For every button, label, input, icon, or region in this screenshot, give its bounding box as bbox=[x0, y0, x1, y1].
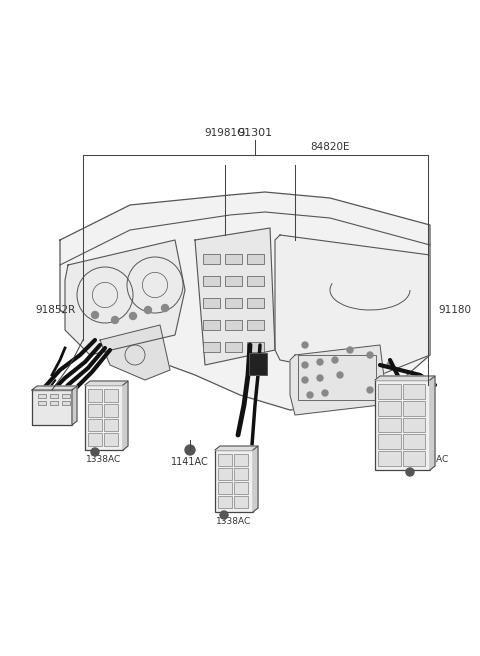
Circle shape bbox=[322, 390, 328, 396]
Circle shape bbox=[317, 375, 323, 381]
Bar bbox=[104, 389, 118, 401]
Bar bbox=[403, 401, 425, 416]
Bar bbox=[378, 434, 400, 449]
Circle shape bbox=[332, 357, 338, 363]
Polygon shape bbox=[290, 345, 385, 415]
Text: 1338AC: 1338AC bbox=[414, 455, 450, 464]
Bar bbox=[378, 384, 400, 399]
Circle shape bbox=[387, 382, 393, 388]
Polygon shape bbox=[195, 228, 275, 365]
Circle shape bbox=[185, 445, 195, 455]
Text: 84820E: 84820E bbox=[310, 142, 349, 152]
Bar bbox=[215, 450, 253, 512]
Bar bbox=[225, 320, 242, 330]
Circle shape bbox=[111, 316, 119, 323]
Bar bbox=[234, 482, 248, 494]
Bar bbox=[104, 403, 118, 417]
Polygon shape bbox=[32, 386, 77, 390]
Bar bbox=[247, 342, 264, 352]
Bar bbox=[50, 401, 58, 405]
Polygon shape bbox=[72, 386, 77, 425]
Bar bbox=[104, 419, 118, 431]
Circle shape bbox=[406, 468, 414, 476]
Text: 91301: 91301 bbox=[238, 128, 273, 138]
Bar bbox=[234, 468, 248, 480]
Bar bbox=[234, 454, 248, 466]
Circle shape bbox=[130, 312, 136, 319]
Bar bbox=[375, 380, 430, 470]
Bar bbox=[247, 298, 264, 308]
Bar bbox=[203, 276, 220, 286]
Circle shape bbox=[161, 304, 168, 312]
Bar bbox=[403, 384, 425, 399]
Bar bbox=[218, 454, 232, 466]
Bar bbox=[247, 320, 264, 330]
Text: 1141AC: 1141AC bbox=[171, 457, 209, 467]
Bar bbox=[247, 276, 264, 286]
Bar bbox=[225, 254, 242, 264]
Bar bbox=[88, 433, 102, 446]
Polygon shape bbox=[85, 381, 128, 385]
Bar bbox=[378, 401, 400, 416]
Text: 91180: 91180 bbox=[439, 305, 471, 315]
Bar bbox=[403, 451, 425, 466]
Bar bbox=[38, 401, 46, 405]
Circle shape bbox=[317, 359, 323, 365]
Circle shape bbox=[144, 306, 152, 314]
Bar bbox=[218, 468, 232, 480]
Bar bbox=[225, 298, 242, 308]
Bar bbox=[88, 389, 102, 401]
Circle shape bbox=[337, 372, 343, 378]
Polygon shape bbox=[65, 240, 185, 355]
Bar bbox=[62, 401, 70, 405]
Bar bbox=[378, 451, 400, 466]
Bar bbox=[203, 298, 220, 308]
Polygon shape bbox=[123, 381, 128, 450]
Bar bbox=[403, 434, 425, 449]
Bar bbox=[85, 385, 123, 450]
Circle shape bbox=[387, 362, 393, 368]
Text: 1338AC: 1338AC bbox=[86, 455, 121, 464]
Text: 91981G: 91981G bbox=[204, 128, 246, 138]
Circle shape bbox=[302, 342, 308, 348]
Circle shape bbox=[307, 392, 313, 398]
Bar bbox=[88, 403, 102, 417]
Circle shape bbox=[302, 377, 308, 383]
Circle shape bbox=[91, 448, 99, 456]
Polygon shape bbox=[430, 376, 435, 470]
Bar bbox=[62, 394, 70, 398]
Bar bbox=[203, 254, 220, 264]
Bar bbox=[234, 496, 248, 508]
Bar bbox=[249, 353, 267, 375]
Bar bbox=[225, 342, 242, 352]
Bar bbox=[88, 419, 102, 431]
Circle shape bbox=[367, 352, 373, 358]
Bar bbox=[298, 355, 376, 400]
Bar bbox=[104, 433, 118, 446]
Bar bbox=[225, 276, 242, 286]
Text: 1338AC: 1338AC bbox=[216, 518, 252, 527]
Bar bbox=[50, 394, 58, 398]
Bar bbox=[203, 320, 220, 330]
Polygon shape bbox=[253, 446, 258, 512]
Bar bbox=[403, 418, 425, 432]
Circle shape bbox=[302, 362, 308, 368]
Bar bbox=[247, 254, 264, 264]
Circle shape bbox=[220, 511, 228, 519]
Bar bbox=[218, 482, 232, 494]
Bar bbox=[38, 394, 46, 398]
Polygon shape bbox=[275, 235, 430, 375]
Polygon shape bbox=[100, 325, 170, 380]
Circle shape bbox=[347, 347, 353, 353]
Polygon shape bbox=[60, 192, 430, 410]
Bar bbox=[378, 418, 400, 432]
Polygon shape bbox=[32, 390, 72, 425]
Circle shape bbox=[367, 387, 373, 393]
Polygon shape bbox=[215, 446, 258, 450]
Bar bbox=[203, 342, 220, 352]
Polygon shape bbox=[375, 376, 435, 380]
Text: 91852R: 91852R bbox=[35, 305, 75, 315]
Bar bbox=[218, 496, 232, 508]
Circle shape bbox=[92, 312, 98, 319]
